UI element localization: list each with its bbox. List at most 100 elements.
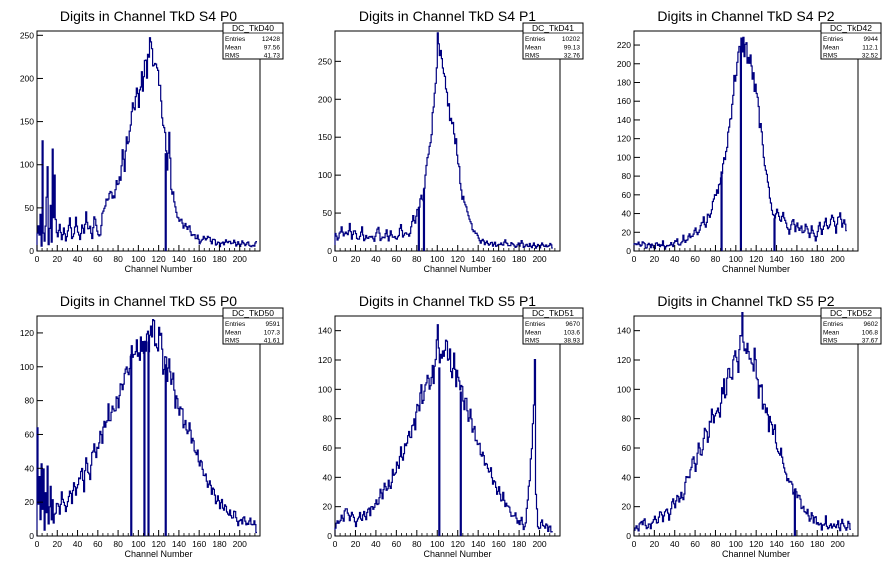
chart-title: Digits in Channel TkD S5 P1 <box>359 293 536 309</box>
x-axis-label: Channel Number <box>423 264 491 274</box>
stats-value: 103.6 <box>564 329 581 336</box>
x-tick-label: 140 <box>471 254 485 264</box>
x-tick-label: 60 <box>392 254 402 264</box>
histogram-line <box>36 319 257 536</box>
x-tick-label: 0 <box>333 539 338 549</box>
y-tick-label: 120 <box>20 328 34 338</box>
x-tick-label: 180 <box>810 539 824 549</box>
chart-title: Digits in Channel TkD S5 P0 <box>60 293 237 309</box>
x-tick-label: 0 <box>35 539 40 549</box>
chart-title: Digits in Channel TkD S4 P1 <box>359 8 536 24</box>
stats-value: 38.93 <box>564 338 581 345</box>
y-tick-label: 100 <box>617 152 631 162</box>
y-tick-label: 20 <box>25 497 35 507</box>
y-tick-label: 40 <box>622 472 632 482</box>
x-tick-label: 20 <box>650 254 660 264</box>
stats-label: Entries <box>225 36 246 43</box>
x-tick-label: 140 <box>769 539 783 549</box>
x-tick-label: 80 <box>711 539 721 549</box>
y-tick-label: 60 <box>622 443 632 453</box>
x-tick-label: 80 <box>113 254 123 264</box>
stats-label: RMS <box>225 53 240 60</box>
stats-value: 32.52 <box>862 53 879 60</box>
x-tick-label: 80 <box>412 254 422 264</box>
stats-box-frame <box>522 307 584 345</box>
x-tick-label: 60 <box>392 539 402 549</box>
x-tick-label: 120 <box>749 254 763 264</box>
x-tick-label: 60 <box>93 539 103 549</box>
y-tick-label: 80 <box>622 414 632 424</box>
x-tick-label: 100 <box>131 539 145 549</box>
stats-value: 106.8 <box>862 329 879 336</box>
chart-title: Digits in Channel TkD S4 P0 <box>60 8 237 24</box>
stats-box-frame <box>222 307 284 345</box>
y-tick-label: 80 <box>622 171 632 181</box>
stats-value: 12428 <box>262 36 280 43</box>
stats-box-frame <box>820 307 882 345</box>
x-tick-label: 80 <box>113 539 123 549</box>
x-tick-label: 180 <box>512 539 526 549</box>
stats-value: 9670 <box>566 321 581 328</box>
x-tick-label: 120 <box>152 539 166 549</box>
stats-value: 41.73 <box>264 53 281 60</box>
x-tick-label: 20 <box>351 539 361 549</box>
stats-label: Mean <box>525 44 542 51</box>
x-tick-label: 200 <box>233 539 247 549</box>
x-tick-label: 80 <box>412 539 422 549</box>
y-tick-label: 20 <box>622 502 632 512</box>
y-tick-label: 200 <box>20 73 34 83</box>
stats-name: DC_TkD40 <box>232 23 274 33</box>
histogram-panel: Digits in Channel TkD S5 P1 0 20 40 60 80 100 1… <box>318 293 584 559</box>
y-tick-label: 50 <box>323 208 333 218</box>
y-tick-label: 100 <box>318 384 332 394</box>
y-tick-label: 60 <box>25 429 35 439</box>
x-tick-label: 140 <box>471 539 485 549</box>
stats-value: 97.56 <box>264 44 281 51</box>
y-tick-label: 100 <box>20 362 34 372</box>
x-tick-label: 60 <box>93 254 103 264</box>
stats-value: 9602 <box>864 321 879 328</box>
x-tick-label: 80 <box>711 254 721 264</box>
x-tick-label: 40 <box>371 539 381 549</box>
y-tick-label: 80 <box>323 414 333 424</box>
y-tick-label: 250 <box>20 30 34 40</box>
stats-value: 99.13 <box>564 44 581 51</box>
x-axis-label: Channel Number <box>423 549 491 559</box>
x-tick-label: 120 <box>451 254 465 264</box>
y-tick-label: 20 <box>323 502 333 512</box>
x-tick-label: 0 <box>632 539 637 549</box>
x-tick-label: 20 <box>53 539 63 549</box>
y-tick-label: 200 <box>318 94 332 104</box>
stats-value: 32.76 <box>564 53 581 60</box>
stats-value: 107.3 <box>264 329 281 336</box>
y-tick-label: 0 <box>626 246 631 256</box>
x-tick-label: 100 <box>430 254 444 264</box>
plot-frame <box>334 30 561 252</box>
stats-box: DC_TkD50 Entries 9591 Mean 107.3 RMS 41.61 <box>222 307 284 345</box>
x-tick-label: 160 <box>492 539 506 549</box>
stats-value: 9591 <box>266 321 281 328</box>
x-tick-label: 100 <box>430 539 444 549</box>
stats-label: Mean <box>823 329 840 336</box>
x-tick-label: 20 <box>351 254 361 264</box>
y-tick-label: 140 <box>617 115 631 125</box>
x-tick-label: 0 <box>333 254 338 264</box>
x-tick-label: 180 <box>810 254 824 264</box>
stats-value: 37.67 <box>862 338 879 345</box>
y-tick-label: 120 <box>318 355 332 365</box>
plot-frame <box>633 30 859 252</box>
stats-label: Entries <box>823 36 844 43</box>
histogram-line <box>334 324 553 536</box>
x-tick-label: 0 <box>35 254 40 264</box>
x-tick-label: 100 <box>729 539 743 549</box>
y-tick-label: 140 <box>318 326 332 336</box>
stats-label: Entries <box>525 36 546 43</box>
x-tick-label: 120 <box>749 539 763 549</box>
histogram-line <box>36 37 257 251</box>
x-tick-label: 20 <box>53 254 63 264</box>
stats-label: Entries <box>225 321 246 328</box>
x-axis-label: Channel Number <box>722 549 790 559</box>
y-tick-label: 0 <box>327 531 332 541</box>
x-axis-label: Channel Number <box>722 264 790 274</box>
stats-value: 9944 <box>864 36 879 43</box>
